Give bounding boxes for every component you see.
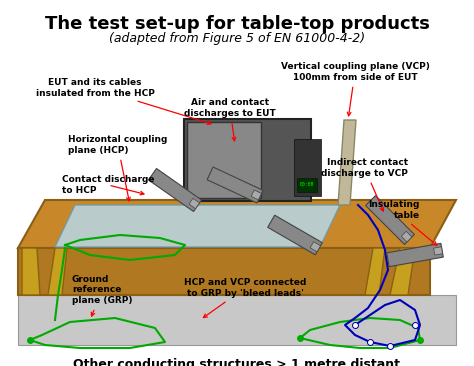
Text: (adapted from Figure 5 of EN 61000-4-2): (adapted from Figure 5 of EN 61000-4-2) — [109, 32, 365, 45]
Polygon shape — [18, 248, 430, 295]
Polygon shape — [387, 243, 443, 267]
Polygon shape — [310, 242, 320, 252]
Text: Ground
reference
plane (GRP): Ground reference plane (GRP) — [72, 275, 133, 316]
Polygon shape — [390, 248, 415, 295]
Text: Contact discharge
to HCP: Contact discharge to HCP — [62, 175, 155, 195]
Polygon shape — [148, 168, 201, 212]
Text: Insulating
table: Insulating table — [369, 200, 437, 245]
Polygon shape — [189, 198, 200, 209]
Polygon shape — [48, 248, 67, 295]
Text: 00:00: 00:00 — [300, 182, 314, 187]
Polygon shape — [434, 247, 443, 255]
Text: Other conducting structures > 1 metre distant: Other conducting structures > 1 metre di… — [73, 358, 401, 366]
Polygon shape — [207, 167, 263, 203]
Polygon shape — [365, 248, 385, 295]
Polygon shape — [365, 195, 414, 244]
Polygon shape — [22, 248, 40, 295]
Text: EUT and its cables
insulated from the HCP: EUT and its cables insulated from the HC… — [36, 78, 211, 124]
Text: HCP and VCP connected
to GRP by 'bleed leads': HCP and VCP connected to GRP by 'bleed l… — [184, 278, 306, 318]
Text: Indirect contact
discharge to VCP: Indirect contact discharge to VCP — [321, 158, 408, 211]
Polygon shape — [18, 295, 456, 345]
Polygon shape — [338, 120, 356, 205]
Polygon shape — [18, 200, 456, 248]
FancyBboxPatch shape — [184, 119, 311, 201]
FancyBboxPatch shape — [294, 139, 321, 196]
Text: Air and contact
discharges to EUT: Air and contact discharges to EUT — [184, 98, 276, 141]
Text: Horizontal coupling
plane (HCP): Horizontal coupling plane (HCP) — [68, 135, 167, 201]
Polygon shape — [268, 215, 322, 255]
Polygon shape — [55, 205, 340, 247]
Text: Vertical coupling plane (VCP)
100mm from side of EUT: Vertical coupling plane (VCP) 100mm from… — [281, 62, 429, 116]
Polygon shape — [401, 231, 412, 242]
Polygon shape — [251, 190, 261, 200]
FancyBboxPatch shape — [187, 122, 262, 198]
FancyBboxPatch shape — [297, 178, 317, 192]
Text: The test set-up for table-top products: The test set-up for table-top products — [45, 15, 429, 33]
